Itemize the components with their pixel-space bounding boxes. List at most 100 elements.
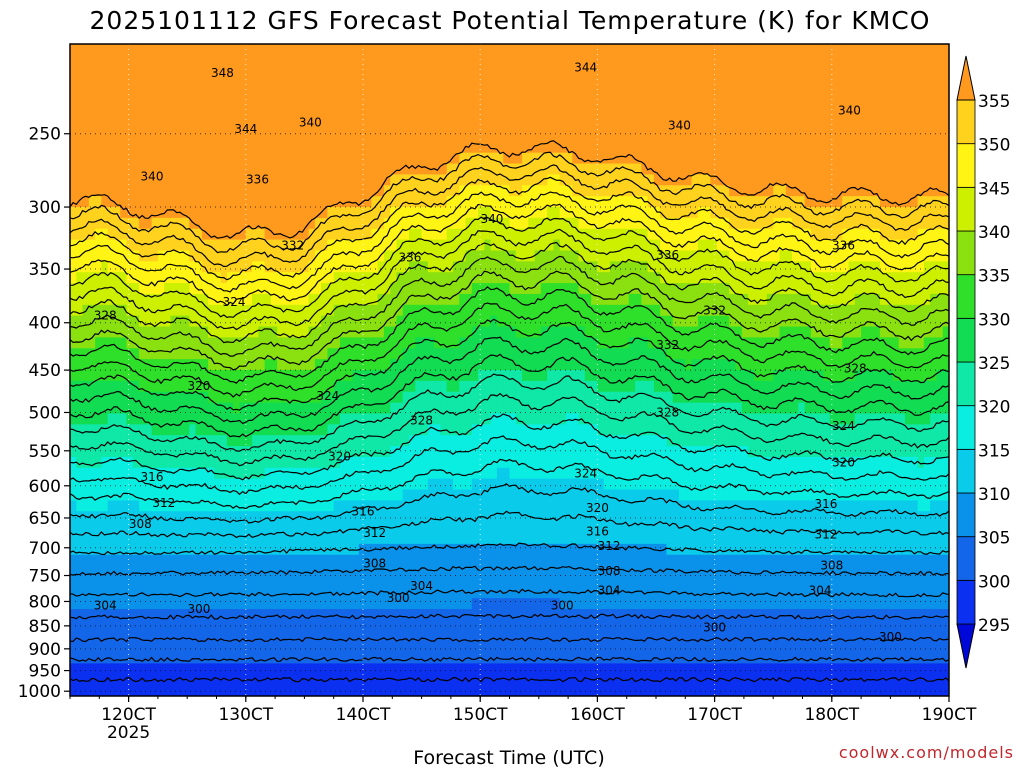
band-cell <box>139 337 146 349</box>
band-cell <box>308 76 316 89</box>
band-cell <box>421 370 429 382</box>
band-cell <box>170 359 178 371</box>
band-cell <box>189 402 197 415</box>
band-cell <box>126 587 134 599</box>
band-cell <box>70 565 77 578</box>
band-cell <box>201 207 209 219</box>
band-cell <box>145 109 153 121</box>
band-cell <box>358 446 366 458</box>
band-cell <box>113 87 121 99</box>
band-cell <box>164 87 172 99</box>
band-cell <box>113 359 121 371</box>
band-cell <box>321 641 329 654</box>
band-cell <box>365 609 372 621</box>
band-cell <box>528 565 536 578</box>
band-cell <box>82 348 90 360</box>
band-cell <box>277 522 285 534</box>
band-cell <box>352 141 360 154</box>
band-cell <box>547 348 555 360</box>
band-cell <box>390 315 398 328</box>
band-cell <box>88 109 96 121</box>
band-cell <box>151 370 159 382</box>
band-cell <box>327 511 335 523</box>
band-cell <box>189 522 197 534</box>
band-cell <box>365 543 372 556</box>
band-cell <box>157 228 165 241</box>
band-cell <box>352 533 360 545</box>
band-cell <box>566 424 573 436</box>
band-cell <box>377 141 385 154</box>
band-cell <box>283 446 291 458</box>
band-cell <box>214 239 222 252</box>
band-cell <box>132 76 140 89</box>
band-cell <box>101 522 109 534</box>
band-cell <box>314 196 322 208</box>
band-cell <box>496 413 504 425</box>
band-cell <box>452 478 460 491</box>
band-cell <box>189 304 197 317</box>
band-cell <box>183 293 190 306</box>
band-cell <box>164 207 172 219</box>
band-cell <box>478 391 485 404</box>
band-cell <box>126 511 134 523</box>
band-cell <box>471 511 479 523</box>
band-cell <box>183 250 190 262</box>
band-cell <box>170 424 178 436</box>
band-cell <box>333 413 341 425</box>
band-cell <box>245 174 253 186</box>
band-cell <box>214 522 222 534</box>
band-cell <box>484 489 492 501</box>
band-cell <box>289 685 297 696</box>
band-cell <box>339 152 347 165</box>
band-cell <box>308 65 316 78</box>
band-cell <box>314 250 322 262</box>
band-cell <box>214 304 222 317</box>
band-cell <box>371 380 379 393</box>
band-cell <box>183 500 190 512</box>
band-cell <box>559 641 567 654</box>
band-cell <box>88 641 96 654</box>
band-cell <box>176 391 184 404</box>
band-cell <box>314 163 322 175</box>
band-cell <box>421 163 429 175</box>
band-cell <box>226 54 234 67</box>
band-cell <box>107 609 115 621</box>
band-cell <box>459 98 467 110</box>
band-cell <box>440 663 448 675</box>
band-cell <box>578 435 586 447</box>
band-cell <box>553 315 561 328</box>
band-cell <box>484 533 492 545</box>
band-cell <box>434 76 442 89</box>
band-cell <box>214 489 222 501</box>
band-cell <box>264 54 272 67</box>
band-cell <box>314 663 322 675</box>
band-cell <box>258 120 266 132</box>
band-cell <box>176 152 184 165</box>
band-cell <box>270 196 278 208</box>
band-cell <box>471 543 479 556</box>
band-cell <box>471 446 479 458</box>
band-cell <box>478 348 485 360</box>
band-cell <box>283 674 291 686</box>
band-cell <box>82 272 90 284</box>
band-cell <box>176 120 184 132</box>
band-cell <box>434 120 442 132</box>
band-cell <box>245 522 253 534</box>
band-cell <box>157 217 165 230</box>
band-cell <box>352 109 360 121</box>
band-cell <box>509 250 517 262</box>
band-cell <box>465 250 473 262</box>
band-cell <box>88 315 96 328</box>
band-cell <box>195 337 203 349</box>
band-cell <box>365 109 372 121</box>
band-cell <box>352 152 360 165</box>
band-cell <box>120 304 128 317</box>
band-cell <box>157 402 165 415</box>
band-cell <box>302 467 310 480</box>
band-cell <box>452 435 460 447</box>
band-cell <box>402 576 410 588</box>
band-cell <box>358 315 366 328</box>
band-cell <box>270 380 278 393</box>
band-cell <box>270 130 278 143</box>
band-cell <box>170 370 178 382</box>
